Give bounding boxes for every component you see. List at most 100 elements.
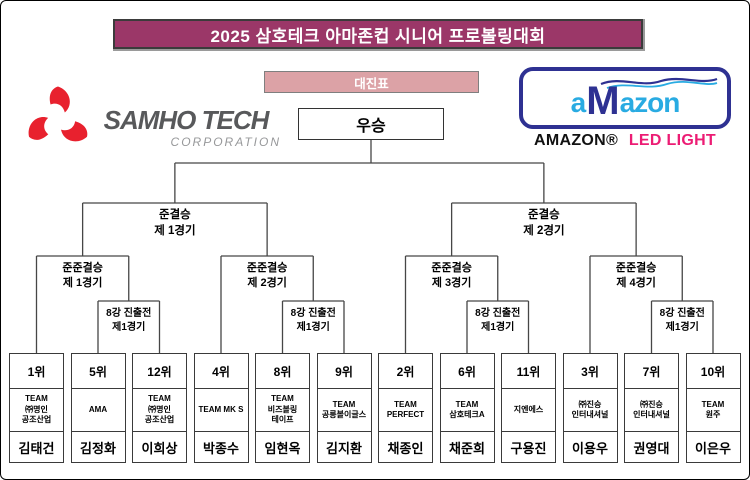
player-rank: 10위 (686, 354, 740, 389)
player-team-line: 인터내셔널 (633, 410, 670, 419)
player-team: TEAM MK S (194, 389, 248, 432)
bracket-banner: 대진표 (264, 71, 479, 93)
player-rank: 7위 (625, 354, 678, 389)
player-team-line: TEAM MK S (198, 404, 244, 414)
playin-label-3-line2: 제1경기 (481, 322, 515, 333)
player-team-line: 테이프 (271, 415, 294, 425)
quarterfinal-label-1-line1: 준준결승 (62, 262, 103, 274)
player-team-line: TEAM (332, 399, 356, 409)
playin-label-2-line2: 제1경기 (296, 322, 330, 333)
player-team-line: ㈜진승 (578, 399, 602, 409)
quarterfinal-label-1: 준준결승 제 1경기 (62, 261, 102, 292)
player-rank: 4위 (194, 354, 248, 389)
player-team: TEAM PERFECT (379, 389, 432, 432)
amazon-logo-box: a M azon (519, 67, 731, 129)
player-team-line: TEAM (701, 399, 725, 409)
player-team: TEAM 삼호테크A (440, 389, 494, 432)
amazon-wordmark-m: M (586, 79, 619, 123)
player-box-3: 12위 TEAM ㈜명인 공조산업 이희상 (132, 353, 187, 463)
player-team: ㈜진승 인터내셔널 (563, 389, 617, 432)
player-name: 채종인 (387, 440, 424, 456)
playin-label-4-line2: 제1경기 (665, 322, 699, 333)
quarterfinal-label-3-line1: 준준결승 (431, 262, 472, 274)
playin-label-4-line1: 8강 진출전 (659, 308, 705, 319)
player-rank: 2위 (379, 354, 432, 389)
player-team-line: 인터내셔널 (571, 410, 609, 419)
semifinal-label-1-line2: 제 1경기 (154, 225, 196, 238)
playin-label-2-line1: 8강 진출전 (290, 308, 336, 319)
player-team: TEAM ㈜명인 공조산업 (10, 389, 63, 432)
quarterfinal-label-4-line2: 제 4경기 (616, 277, 656, 290)
player-name: 이희상 (141, 440, 178, 456)
samho-swirl-icon (27, 86, 89, 148)
player-team: TEAM 공릉볼이글스 (317, 389, 371, 432)
player-team-line: 비즈볼링 (267, 404, 298, 414)
player-name: 박종수 (203, 440, 239, 456)
player-team-line: AMA (88, 404, 108, 414)
player-box-10: 3위 ㈜진승 인터내셔널 이용우 (562, 353, 618, 463)
amazon-caption: AMAZON® LED LIGHT (515, 132, 735, 150)
player-team-line: 지엔에스 (513, 404, 544, 414)
amazon-caption-product: LED LIGHT (628, 132, 716, 149)
tournament-title: 2025 삼호테크 아마존컵 시니어 프로볼링대회 (210, 26, 546, 46)
player-rank: 8위 (256, 354, 309, 389)
player-box-5: 8위 TEAM 비즈볼링 테이프 임현옥 (255, 353, 310, 463)
player-name: 김태건 (18, 440, 55, 456)
player-team-line: 삼호테크A (449, 410, 485, 419)
quarterfinal-label-2-line2: 제 2경기 (247, 277, 287, 290)
player-rank: 6위 (440, 354, 494, 389)
samho-company-subtitle: CORPORATION (170, 135, 281, 149)
winner-label: 우승 (356, 118, 386, 135)
player-box-4: 4위 TEAM MK S 박종수 (193, 353, 249, 463)
player-team-line: TEAM (394, 399, 417, 409)
player-name: 임현옥 (264, 440, 301, 456)
playin-label-3-line1: 8강 진출전 (475, 308, 521, 319)
winner-box: 우승 (298, 108, 444, 140)
player-rank: 5위 (71, 354, 125, 389)
player-team-line: TEAM (271, 394, 294, 404)
bracket-banner-label: 대진표 (354, 76, 389, 91)
playin-label-1-line2: 제1경기 (112, 322, 146, 333)
player-team-line: PERFECT (386, 410, 425, 419)
samho-tech-logo: SAMHO TECH CORPORATION (25, 83, 280, 158)
player-name: 구용진 (510, 440, 547, 456)
tournament-title-banner: 2025 삼호테크 아마존컵 시니어 프로볼링대회 (113, 19, 643, 49)
player-team-line: TEAM (148, 394, 171, 404)
amazon-wordmark-rest: azon (619, 87, 681, 118)
player-team-line: 원주 (705, 410, 721, 419)
player-team-line: ㈜명인 (148, 404, 171, 414)
quarterfinal-label-2-line1: 준준결승 (246, 262, 288, 274)
player-team-line: TEAM (455, 399, 479, 409)
player-name: 채준희 (449, 440, 485, 456)
amazon-waves-icon (600, 77, 718, 89)
semifinal-label-2: 준결승 제 2경기 (523, 207, 564, 239)
player-team-line: TEAM (25, 394, 48, 404)
semifinal-label-2-line2: 제 2경기 (523, 225, 565, 238)
amazon-wordmark-a: a (570, 87, 587, 118)
player-team: 지엔에스 (502, 389, 555, 432)
player-rank: 1위 (10, 354, 63, 389)
quarterfinal-label-3-line2: 제 3경기 (431, 277, 472, 290)
player-name: 이은우 (695, 440, 731, 456)
player-rank: 3위 (563, 354, 617, 389)
player-box-7: 2위 TEAM PERFECT 채종인 (378, 353, 433, 463)
player-box-6: 9위 TEAM 공릉볼이글스 김지환 (316, 353, 372, 463)
quarterfinal-label-4: 준준결승 제 4경기 (616, 261, 656, 292)
player-rank: 9위 (317, 354, 371, 389)
player-team-line: ㈜진승 (640, 399, 663, 409)
player-rank: 11위 (502, 354, 555, 389)
player-team: TEAM 비즈볼링 테이프 (256, 389, 309, 432)
semifinal-label-1-line1: 준결승 (159, 209, 191, 221)
player-team-line: 공조산업 (21, 415, 52, 425)
player-box-2: 5위 AMA 김정화 (70, 353, 126, 463)
amazon-wordmark: a M azon (523, 81, 727, 125)
player-name: 권영대 (633, 440, 670, 456)
